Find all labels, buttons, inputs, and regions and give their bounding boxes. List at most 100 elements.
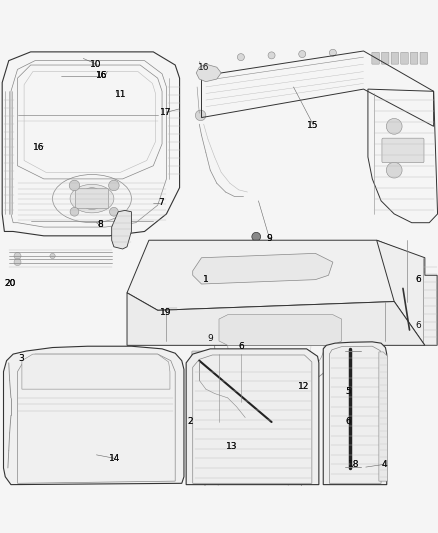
- Text: 15: 15: [307, 121, 319, 130]
- Text: 2: 2: [188, 417, 193, 426]
- Circle shape: [268, 52, 275, 59]
- Text: 3: 3: [18, 354, 24, 363]
- FancyBboxPatch shape: [198, 379, 218, 425]
- Text: 13: 13: [226, 441, 237, 450]
- Circle shape: [386, 118, 402, 134]
- FancyBboxPatch shape: [382, 138, 424, 163]
- Circle shape: [346, 345, 355, 354]
- Text: 1: 1: [203, 275, 209, 284]
- Text: 9: 9: [266, 233, 272, 243]
- Circle shape: [346, 463, 355, 472]
- Text: 14: 14: [109, 454, 120, 463]
- Text: 5: 5: [345, 387, 351, 396]
- Circle shape: [70, 207, 79, 216]
- FancyBboxPatch shape: [75, 189, 109, 209]
- Text: 4: 4: [382, 460, 387, 469]
- Polygon shape: [193, 253, 333, 284]
- Polygon shape: [127, 293, 425, 345]
- Text: 10: 10: [90, 60, 101, 69]
- Text: 6: 6: [415, 321, 421, 330]
- FancyBboxPatch shape: [65, 356, 77, 365]
- Text: 8: 8: [97, 220, 103, 229]
- Circle shape: [329, 49, 336, 56]
- Circle shape: [268, 351, 275, 358]
- Polygon shape: [4, 346, 184, 484]
- Circle shape: [220, 351, 227, 358]
- Circle shape: [195, 110, 206, 120]
- FancyBboxPatch shape: [401, 52, 408, 64]
- Text: 6: 6: [345, 417, 351, 426]
- Circle shape: [119, 459, 127, 467]
- FancyBboxPatch shape: [42, 421, 111, 443]
- Text: 9: 9: [266, 233, 272, 243]
- Circle shape: [399, 284, 407, 293]
- Text: 6: 6: [415, 275, 421, 284]
- Text: 18: 18: [348, 460, 360, 469]
- FancyBboxPatch shape: [420, 52, 427, 64]
- Circle shape: [27, 451, 35, 459]
- Text: 8: 8: [97, 220, 103, 229]
- Text: 9: 9: [207, 334, 213, 343]
- Polygon shape: [196, 64, 221, 82]
- Text: 16: 16: [96, 71, 107, 80]
- Circle shape: [267, 418, 276, 426]
- Text: 1: 1: [203, 275, 209, 284]
- FancyBboxPatch shape: [410, 52, 418, 64]
- Circle shape: [14, 253, 21, 260]
- Circle shape: [50, 253, 55, 259]
- Polygon shape: [377, 240, 437, 345]
- FancyBboxPatch shape: [48, 356, 60, 365]
- Text: 7: 7: [158, 198, 164, 207]
- Circle shape: [14, 259, 21, 265]
- Circle shape: [44, 459, 52, 467]
- Text: 6: 6: [415, 275, 421, 284]
- FancyBboxPatch shape: [163, 302, 184, 317]
- Text: 16: 16: [33, 143, 44, 152]
- Text: 17: 17: [160, 108, 171, 117]
- Text: 17: 17: [160, 108, 171, 117]
- Text: 6: 6: [345, 417, 351, 426]
- Text: 20: 20: [4, 279, 15, 288]
- FancyBboxPatch shape: [83, 356, 95, 365]
- Polygon shape: [379, 352, 388, 481]
- Ellipse shape: [51, 409, 63, 418]
- Text: 20: 20: [4, 279, 15, 288]
- Polygon shape: [186, 349, 319, 484]
- FancyBboxPatch shape: [38, 354, 137, 370]
- Text: 6: 6: [238, 342, 244, 351]
- FancyBboxPatch shape: [381, 52, 389, 64]
- Text: 16: 16: [198, 63, 209, 72]
- Circle shape: [237, 54, 244, 61]
- Circle shape: [109, 180, 119, 191]
- Text: 10: 10: [90, 60, 101, 69]
- FancyBboxPatch shape: [372, 52, 379, 64]
- Circle shape: [145, 421, 161, 437]
- Text: 16: 16: [33, 143, 44, 152]
- Text: 15: 15: [307, 121, 319, 130]
- Ellipse shape: [70, 184, 114, 213]
- Polygon shape: [112, 211, 131, 249]
- Text: 16: 16: [96, 71, 107, 80]
- Circle shape: [359, 465, 364, 469]
- Text: 20: 20: [4, 279, 15, 288]
- Text: 8: 8: [97, 220, 103, 229]
- Polygon shape: [323, 342, 387, 484]
- Circle shape: [69, 180, 80, 191]
- Circle shape: [84, 457, 92, 465]
- Text: 4: 4: [382, 460, 387, 469]
- Circle shape: [299, 51, 306, 58]
- Text: 6: 6: [238, 342, 244, 351]
- Circle shape: [110, 207, 118, 216]
- Text: 16: 16: [96, 71, 107, 80]
- Text: 19: 19: [160, 308, 171, 317]
- Text: 11: 11: [115, 90, 126, 99]
- FancyBboxPatch shape: [117, 421, 163, 443]
- Text: 2: 2: [188, 417, 193, 426]
- FancyBboxPatch shape: [17, 474, 174, 482]
- Text: 18: 18: [348, 460, 360, 469]
- Text: 16: 16: [96, 71, 107, 80]
- Circle shape: [154, 457, 162, 465]
- Polygon shape: [219, 314, 342, 345]
- Text: 13: 13: [226, 441, 237, 450]
- FancyBboxPatch shape: [118, 356, 130, 365]
